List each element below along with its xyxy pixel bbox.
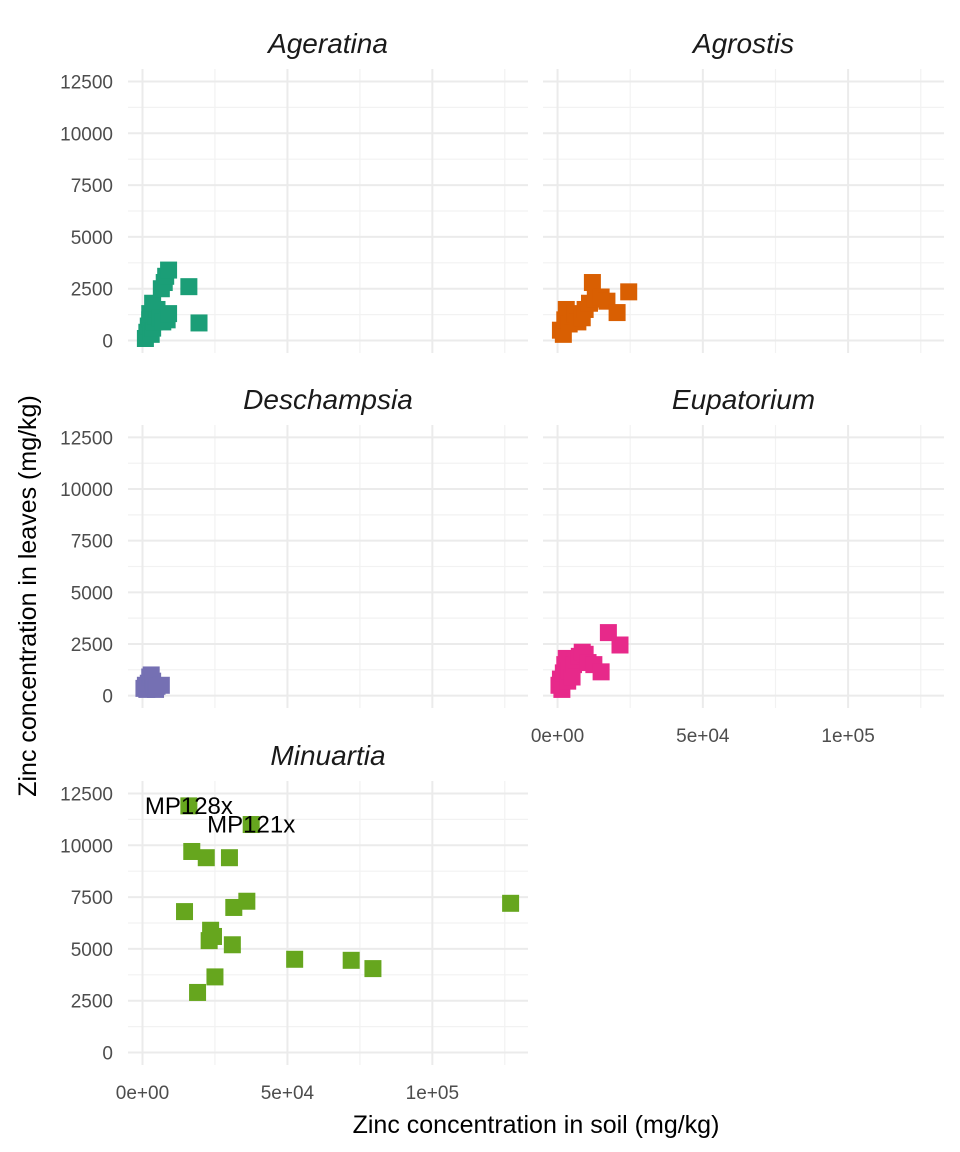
gridlines-minuartia xyxy=(128,781,528,1065)
y-tick-label: 5000 xyxy=(71,228,113,249)
data-point xyxy=(238,892,256,910)
panels-layer: Ageratina Agrostis Deschampsia Eupatorium Mi… xyxy=(128,28,944,1065)
data-point xyxy=(502,894,520,912)
data-point xyxy=(583,274,601,292)
data-point xyxy=(160,261,178,279)
points-agrostis xyxy=(551,274,638,343)
facet-label-agrostis: Agrostis xyxy=(691,28,794,59)
y-axis-title: Zinc concentration in leaves (mg/kg) xyxy=(14,395,42,797)
y-tick-label: 10000 xyxy=(60,480,113,501)
x-tick-label: 0e+00 xyxy=(116,1083,169,1104)
y-tick-label: 12500 xyxy=(60,784,113,805)
y-tick-label: 12500 xyxy=(60,72,113,93)
data-point xyxy=(160,305,178,323)
data-point xyxy=(223,936,241,954)
data-point xyxy=(608,304,626,322)
panel-ageratina: Ageratina xyxy=(128,28,528,353)
data-point xyxy=(180,797,198,815)
point-label-mp128x: MP128x xyxy=(145,793,233,820)
data-point xyxy=(176,903,194,921)
points-deschampsia xyxy=(135,666,170,698)
y-tick-label: 0 xyxy=(102,332,113,353)
data-point xyxy=(180,278,198,296)
y-tick-label: 7500 xyxy=(71,176,113,197)
x-tick-label: 5e+04 xyxy=(676,726,730,747)
gridlines-agrostis xyxy=(543,69,944,353)
data-point xyxy=(242,816,260,834)
data-point xyxy=(611,636,629,654)
data-point xyxy=(197,849,215,867)
data-point xyxy=(220,849,238,867)
facet-label-deschampsia: Deschampsia xyxy=(243,384,413,415)
panel-eupatorium: Eupatorium xyxy=(543,384,944,708)
x-tick-label: 5e+04 xyxy=(261,1083,315,1104)
points-minuartia xyxy=(176,797,520,1001)
data-point xyxy=(342,951,360,969)
data-point xyxy=(225,898,243,916)
panel-agrostis: Agrostis xyxy=(543,28,944,353)
x-tick-label: 0e+00 xyxy=(531,726,584,747)
gridlines-deschampsia xyxy=(128,425,528,708)
point-label-mp121x: MP121x xyxy=(207,812,295,839)
axis-ticks-layer: 0 2500 5000 7500 10000 12500 0 2500 5000 7500 1000… xyxy=(60,72,875,1104)
y-tick-label: 10000 xyxy=(60,124,113,145)
x-tick-label: 1e+05 xyxy=(821,726,874,747)
y-tick-label: 5000 xyxy=(71,940,113,961)
panel-deschampsia: Deschampsia xyxy=(128,384,528,708)
data-point xyxy=(183,842,201,860)
data-point xyxy=(592,663,610,681)
data-point xyxy=(152,676,170,694)
data-point xyxy=(286,950,304,968)
data-point xyxy=(144,294,162,312)
y-tick-label: 0 xyxy=(102,687,113,708)
y-tick-label: 0 xyxy=(102,1044,113,1065)
y-tick-label: 10000 xyxy=(60,836,113,857)
facet-label-ageratina: Ageratina xyxy=(266,28,388,59)
y-tick-label: 7500 xyxy=(71,532,113,553)
y-tick-label: 7500 xyxy=(71,888,113,909)
y-tick-label: 2500 xyxy=(71,635,113,656)
facet-label-eupatorium: Eupatorium xyxy=(672,384,815,415)
points-eupatorium xyxy=(550,624,629,698)
data-point xyxy=(189,983,207,1001)
y-tick-label: 5000 xyxy=(71,583,113,604)
gridlines-ageratina xyxy=(128,69,528,353)
data-point xyxy=(206,968,224,986)
data-point xyxy=(205,927,223,945)
y-tick-label: 2500 xyxy=(71,992,113,1013)
points-ageratina xyxy=(136,261,208,347)
y-tick-label: 12500 xyxy=(60,428,113,449)
facet-label-minuartia: Minuartia xyxy=(270,740,385,771)
data-point xyxy=(364,960,382,978)
y-tick-label: 2500 xyxy=(71,280,113,301)
data-point xyxy=(190,314,208,332)
data-point xyxy=(620,283,638,301)
x-axis-title: Zinc concentration in soil (mg/kg) xyxy=(353,1111,720,1139)
x-tick-label: 1e+05 xyxy=(406,1083,459,1104)
